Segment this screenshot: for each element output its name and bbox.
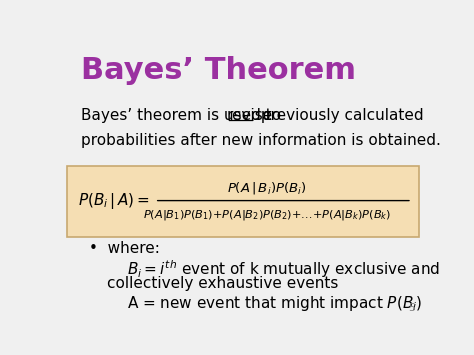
Text: collectively exhaustive events: collectively exhaustive events <box>107 276 338 291</box>
Text: $P(A\,|\,B_i)P(B_i)$: $P(A\,|\,B_i)P(B_i)$ <box>227 180 307 196</box>
Text: $P(A|B_1)P(B_1){+}P(A|B_2)P(B_2){+}{\ldots}{+}P(A|B_k)P(B_k)$: $P(A|B_1)P(B_1){+}P(A|B_2)P(B_2){+}{\ldo… <box>143 208 391 222</box>
Text: previously calculated: previously calculated <box>256 108 423 123</box>
Text: $B_i = i^{th}$ event of k mutually exclusive and: $B_i = i^{th}$ event of k mutually exclu… <box>127 258 440 280</box>
Text: $P(B_i\,|\,A) =$: $P(B_i\,|\,A) =$ <box>78 191 149 211</box>
Text: Bayes’ theorem is used to: Bayes’ theorem is used to <box>82 108 286 123</box>
Text: probabilities after new information is obtained.: probabilities after new information is o… <box>82 133 441 148</box>
Text: 5: 5 <box>409 303 416 313</box>
Text: revise: revise <box>227 108 273 123</box>
Text: A = new event that might impact $P(B_i)$: A = new event that might impact $P(B_i)$ <box>127 294 423 312</box>
FancyBboxPatch shape <box>66 165 419 237</box>
Text: Bayes’ Theorem: Bayes’ Theorem <box>82 56 356 85</box>
Text: •  where:: • where: <box>89 241 160 256</box>
